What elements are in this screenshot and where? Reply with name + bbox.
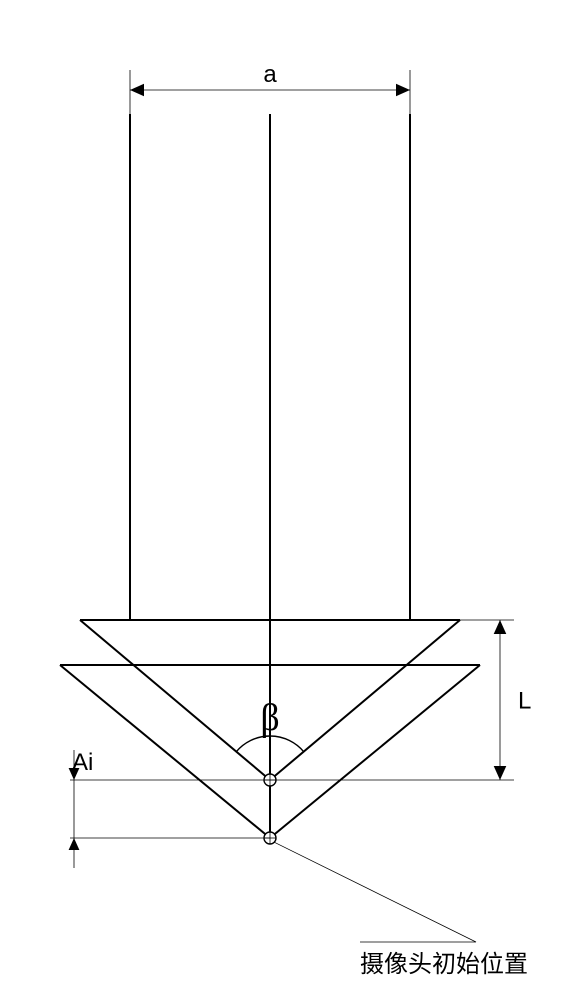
label-caption: 摄像头初始位置	[360, 951, 528, 978]
label-L: L	[518, 687, 531, 714]
label-Ai: Ai	[72, 749, 93, 776]
background	[0, 0, 586, 1000]
diagram-root: a L Ai β 摄像头初始位置	[0, 0, 586, 1000]
label-a: a	[263, 61, 277, 88]
label-beta: β	[260, 697, 279, 739]
